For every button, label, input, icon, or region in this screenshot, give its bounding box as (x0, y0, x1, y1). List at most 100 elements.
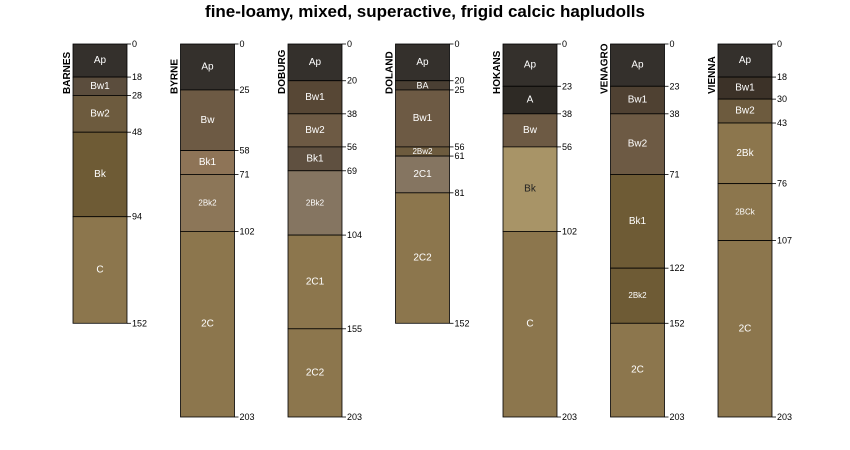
depth-label-vienna-18: 18 (777, 72, 787, 82)
horizon-label-venagro-2bk2: 2Bk2 (628, 291, 647, 300)
horizon-vienna-2c (717, 240, 773, 418)
profile-doburg: DOBURG Ap Bw1 Bw2 Bk1 2Bk2 2C1 2C2 0 20 38 56 69 104 1… (277, 39, 362, 422)
depth-label-venagro-122: 122 (670, 263, 685, 273)
depth-label-doburg-69: 69 (347, 166, 357, 176)
profile-name-venagro: VENAGRO (600, 43, 611, 94)
horizon-label-byrne-bk1: Bk1 (199, 157, 217, 168)
horizon-byrne-2c (180, 231, 235, 418)
horizon-label-vienna-2bck: 2BCk (735, 208, 756, 217)
horizon-label-vienna-bw2: Bw2 (735, 106, 755, 117)
horizon-venagro-2c (610, 322, 665, 418)
horizon-venagro-bw1 (610, 85, 665, 115)
horizon-label-doland-bw1: Bw1 (413, 113, 433, 124)
horizon-label-venagro-ap: Ap (631, 60, 644, 71)
profile-name-byrne: BYRNE (170, 59, 181, 94)
depth-label-venagro-152: 152 (670, 318, 685, 328)
depth-label-barnes-152: 152 (132, 318, 147, 328)
depth-label-byrne-58: 58 (240, 146, 250, 156)
horizon-label-byrne-bw: Bw (201, 115, 216, 126)
depth-label-vienna-30: 30 (777, 94, 787, 104)
horizon-label-vienna-ap: Ap (739, 55, 752, 66)
horizon-label-hokans-c: C (526, 319, 533, 330)
depth-label-vienna-43: 43 (777, 118, 787, 128)
horizon-label-doland-ap: Ap (416, 57, 429, 68)
horizon-label-barnes-c: C (96, 265, 103, 276)
depth-label-doland-56: 56 (455, 142, 465, 152)
horizon-hokans-bk (502, 146, 558, 232)
depth-label-doburg-20: 20 (347, 76, 357, 86)
horizon-label-doburg-bk1: Bk1 (306, 153, 324, 164)
horizon-vienna-ap (717, 43, 773, 78)
depth-label-doburg-104: 104 (347, 230, 362, 240)
horizon-label-vienna-2bk: 2Bk (736, 148, 754, 159)
horizon-doland-ap (395, 43, 450, 82)
depth-label-barnes-18: 18 (132, 72, 142, 82)
horizon-hokans-c (502, 231, 558, 418)
depth-label-hokans-38: 38 (562, 109, 572, 119)
horizon-label-barnes-ap: Ap (94, 55, 107, 66)
horizon-doland-bw1 (395, 89, 450, 148)
depth-label-byrne-0: 0 (240, 39, 245, 49)
horizon-venagro-bk1 (610, 174, 665, 269)
depth-label-doburg-38: 38 (347, 109, 357, 119)
depth-label-doland-25: 25 (455, 85, 465, 95)
horizon-label-venagro-bw1: Bw1 (628, 95, 648, 106)
horizon-label-hokans-bw: Bw (523, 125, 538, 136)
depth-label-doburg-56: 56 (347, 142, 357, 152)
horizon-doburg-ap (287, 43, 343, 82)
horizon-label-doland-ba: BA (416, 80, 428, 90)
profile-venagro: VENAGRO Ap Bw1 Bw2 Bk1 2Bk2 2C 0 23 38 71 122 152 203 (600, 39, 685, 422)
profile-vienna: VIENNA Ap Bw1 Bw2 2Bk 2BCk 2C 0 18 30 43 76 107 203 (707, 39, 792, 422)
horizon-label-venagro-2c: 2C (631, 365, 644, 376)
horizon-label-doburg-ap: Ap (309, 57, 322, 68)
profile-hokans: HOKANS Ap A Bw Bk C 0 23 38 56 102 203 (492, 39, 577, 422)
depth-label-doburg-203: 203 (347, 412, 362, 422)
horizon-label-doburg-2c1: 2C1 (306, 276, 325, 287)
depth-label-doland-0: 0 (455, 39, 460, 49)
horizon-label-barnes-bk: Bk (94, 169, 107, 180)
horizon-vienna-2bck (717, 183, 773, 242)
depth-label-barnes-48: 48 (132, 127, 142, 137)
depth-label-doland-20: 20 (455, 76, 465, 86)
depth-label-barnes-0: 0 (132, 39, 137, 49)
horizon-hokans-ap (502, 43, 558, 87)
depth-label-doburg-0: 0 (347, 39, 352, 49)
horizon-barnes-bw2 (72, 95, 128, 133)
depth-label-byrne-71: 71 (240, 169, 250, 179)
horizon-label-vienna-2c: 2C (739, 323, 752, 334)
profile-name-barnes: BARNES (62, 51, 73, 94)
horizon-label-hokans-bk: Bk (524, 184, 537, 195)
profile-name-vienna: VIENNA (707, 56, 718, 94)
horizon-venagro-bw2 (610, 113, 665, 175)
horizon-byrne-ap (180, 43, 235, 91)
depth-label-doland-61: 61 (455, 151, 465, 161)
profile-barnes: BARNES Ap Bw1 Bw2 Bk C 0 18 28 48 94 152 (62, 39, 147, 328)
horizon-venagro-2bk2 (610, 267, 665, 324)
horizon-doburg-2c2 (287, 328, 343, 418)
horizon-barnes-ap (72, 43, 128, 78)
horizon-barnes-c (72, 216, 128, 324)
horizon-label-doburg-2bk2: 2Bk2 (306, 198, 325, 207)
depth-label-hokans-23: 23 (562, 81, 572, 91)
depth-label-barnes-94: 94 (132, 212, 142, 222)
horizon-label-barnes-bw2: Bw2 (90, 108, 110, 119)
horizon-byrne-2bk2 (180, 174, 235, 232)
horizon-label-doburg-bw2: Bw2 (305, 125, 325, 136)
horizon-label-vienna-bw1: Bw1 (735, 83, 755, 94)
depth-label-venagro-38: 38 (670, 109, 680, 119)
depth-label-byrne-25: 25 (240, 85, 250, 95)
depth-label-venagro-23: 23 (670, 81, 680, 91)
depth-label-byrne-102: 102 (240, 226, 255, 236)
depth-label-byrne-203: 203 (240, 412, 255, 422)
horizon-label-doland-2c2: 2C2 (413, 253, 432, 264)
horizon-doburg-bw1 (287, 80, 343, 115)
profile-name-hokans: HOKANS (492, 50, 503, 94)
profile-name-doland: DOLAND (385, 51, 396, 94)
depth-label-hokans-56: 56 (562, 142, 572, 152)
horizon-label-byrne-2c: 2C (201, 319, 214, 330)
depth-label-hokans-203: 203 (562, 412, 577, 422)
profile-name-doburg: DOBURG (277, 49, 288, 94)
